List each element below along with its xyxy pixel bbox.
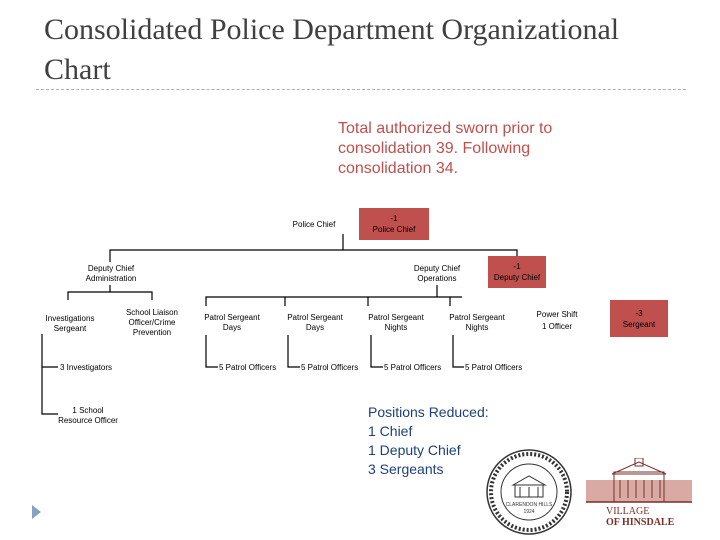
- connector-ops-branch: [205, 296, 462, 306]
- node-deputy-chief-admin: Deputy Chief Administration: [85, 264, 137, 283]
- node-investigators: 3 Investigators: [60, 363, 113, 372]
- clarendon-hills-seal-logo: CLARENDON HILLS 1924: [486, 449, 572, 535]
- connector-chief-to-deputies: [109, 249, 518, 262]
- connector-po-3: [370, 335, 383, 368]
- removed-dc-label: Deputy Chief: [493, 273, 541, 282]
- connector-po-1: [205, 335, 218, 368]
- node-deputy-chief-ops: Deputy Chief Operations: [413, 264, 461, 283]
- removed-chief-label: Police Chief: [372, 225, 416, 234]
- node-investigations-sergeant: Investigations Sergeant: [45, 314, 95, 333]
- node-power-shift: Power Shift: [536, 310, 578, 319]
- removed-sgt-count: -3: [635, 308, 643, 318]
- seal-year: 1924: [523, 509, 534, 515]
- removed-chief-count: -1: [390, 214, 398, 223]
- reduced-line-3: 3 Sergeants: [368, 461, 444, 477]
- removed-police-chief-box: -1 Police Chief: [359, 208, 429, 240]
- removed-sgt-label: Sergeant: [622, 319, 656, 329]
- removed-dc-count: -1: [513, 262, 521, 271]
- node-patrol-officers-4: 5 Patrol Officers: [465, 363, 523, 372]
- village-of-hinsdale-logo: VILLAGE OF HINSDALE: [586, 458, 692, 528]
- seal-text: CLARENDON HILLS: [506, 502, 553, 508]
- node-patrol-officers-2: 5 Patrol Officers: [301, 363, 359, 372]
- node-school-liaison: School Liaison Officer/Crime Prevention: [125, 308, 179, 337]
- node-power-shift-officer: 1 Officer: [541, 322, 573, 331]
- node-police-chief: Police Chief: [292, 220, 336, 229]
- node-patrol-officers-1: 5 Patrol Officers: [219, 363, 277, 372]
- connector-admin-branch: [67, 291, 153, 300]
- positions-reduced-list: Positions Reduced: 1 Chief 1 Deputy Chie…: [368, 403, 548, 479]
- slide-bullet-icon: [32, 505, 41, 519]
- connector-po-2: [287, 335, 300, 368]
- village-line-1: VILLAGE: [606, 506, 649, 517]
- connector-investigators: [41, 334, 58, 368]
- title-divider: [36, 89, 686, 90]
- village-line-2: OF HINSDALE: [606, 517, 675, 528]
- node-patrol-sergeant-days-1: Patrol Sergeant Days: [204, 313, 260, 332]
- sworn-total-note: Total authorized sworn prior to consolid…: [338, 120, 553, 177]
- node-school-resource-officer: 1 School Resource Officer: [58, 406, 118, 425]
- reduced-line-2: 1 Deputy Chief: [368, 442, 461, 458]
- node-patrol-sergeant-days-2: Patrol Sergeant Days: [287, 313, 343, 332]
- removed-deputy-chief-box: -1 Deputy Chief: [488, 256, 546, 288]
- node-patrol-sergeant-nights-1: Patrol Sergeant Nights: [368, 313, 424, 332]
- reduced-heading: Positions Reduced:: [368, 404, 489, 420]
- removed-sergeant-box: -3 Sergeant: [610, 300, 668, 337]
- connector-po-4: [452, 335, 464, 368]
- node-patrol-officers-3: 5 Patrol Officers: [384, 363, 442, 372]
- node-patrol-sergeant-nights-2: Patrol Sergeant Nights: [449, 313, 505, 332]
- reduced-line-1: 1 Chief: [368, 423, 413, 439]
- connector-school-resource: [41, 367, 58, 415]
- page-title: Consolidated Police Department Organizat…: [44, 13, 620, 86]
